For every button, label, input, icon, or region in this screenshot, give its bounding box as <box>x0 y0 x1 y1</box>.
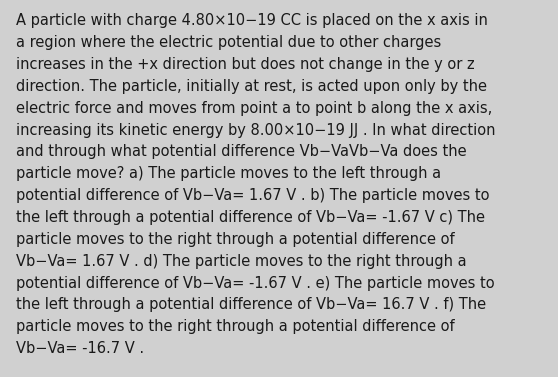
Text: particle move? a) The particle moves to the left through a: particle move? a) The particle moves to … <box>16 166 441 181</box>
Text: Vb−Va= -16.7 V .: Vb−Va= -16.7 V . <box>16 341 144 356</box>
Text: the left through a potential difference of Vb−Va= -1.67 V c) The: the left through a potential difference … <box>16 210 485 225</box>
Text: electric force and moves from point a to point b along the x axis,: electric force and moves from point a to… <box>16 101 492 116</box>
Text: A particle with charge 4.80×10−19 CC is placed on the x axis in: A particle with charge 4.80×10−19 CC is … <box>16 13 488 28</box>
Text: potential difference of Vb−Va= 1.67 V . b) The particle moves to: potential difference of Vb−Va= 1.67 V . … <box>16 188 489 203</box>
Text: potential difference of Vb−Va= -1.67 V . e) The particle moves to: potential difference of Vb−Va= -1.67 V .… <box>16 276 494 291</box>
Text: increases in the +x direction but does not change in the y or z: increases in the +x direction but does n… <box>16 57 474 72</box>
Text: Vb−Va= 1.67 V . d) The particle moves to the right through a: Vb−Va= 1.67 V . d) The particle moves to… <box>16 254 466 269</box>
Text: particle moves to the right through a potential difference of: particle moves to the right through a po… <box>16 319 454 334</box>
Text: a region where the electric potential due to other charges: a region where the electric potential du… <box>16 35 441 50</box>
Text: increasing its kinetic energy by 8.00×10−19 JJ . In what direction: increasing its kinetic energy by 8.00×10… <box>16 123 495 138</box>
Text: particle moves to the right through a potential difference of: particle moves to the right through a po… <box>16 232 454 247</box>
Text: direction. The particle, initially at rest, is acted upon only by the: direction. The particle, initially at re… <box>16 79 487 94</box>
Text: the left through a potential difference of Vb−Va= 16.7 V . f) The: the left through a potential difference … <box>16 297 486 313</box>
Text: and through what potential difference Vb−VaVb−Va does the: and through what potential difference Vb… <box>16 144 466 159</box>
